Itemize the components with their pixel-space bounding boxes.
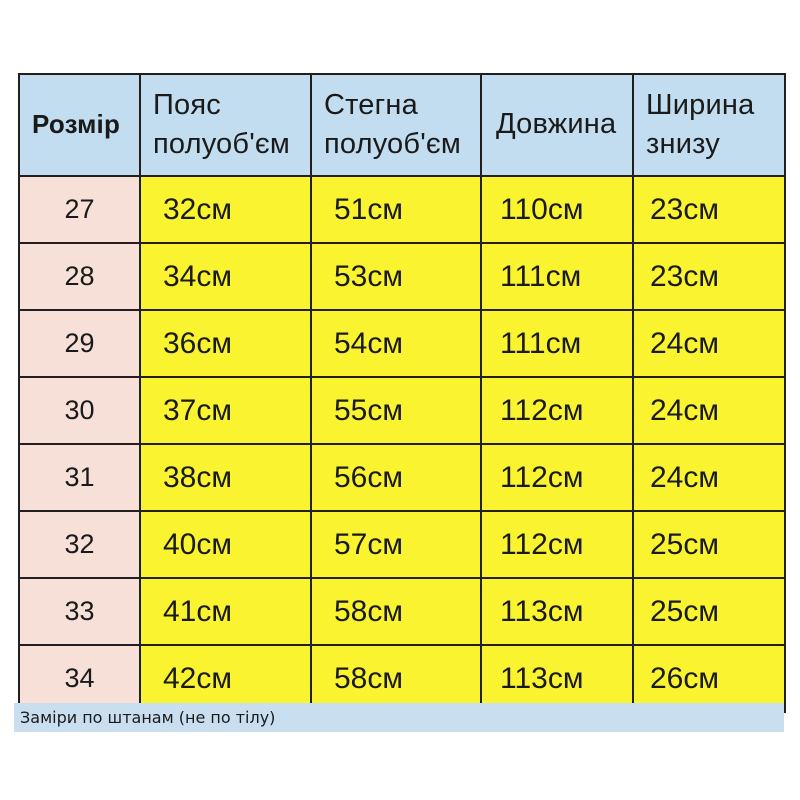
cell-hips: 57см [310, 510, 482, 579]
table-row: 29 36см 54см 111см 24см [18, 309, 786, 378]
column-header-bottom-width-line2: знизу [646, 128, 720, 160]
cell-length: 112см [480, 443, 634, 512]
cell-bottom-width: 26см [632, 644, 786, 713]
column-header-size-line1: Розмір [32, 109, 121, 140]
table-body: 27 32см 51см 110см 23см 28 34см 53см 111… [18, 175, 786, 713]
column-header-waist: Пояс полуоб'єм [139, 73, 312, 177]
column-header-waist-line2: полуоб'єм [153, 128, 291, 160]
cell-waist: 36см [139, 309, 312, 378]
size-chart-table: Розмір Пояс полуоб'єм Стегна полуоб'єм Д… [18, 73, 786, 713]
cell-bottom-width: 23см [632, 175, 786, 244]
cell-size: 33 [18, 577, 141, 646]
table-header: Розмір Пояс полуоб'єм Стегна полуоб'єм Д… [18, 73, 786, 177]
cell-length: 110см [480, 175, 634, 244]
column-header-hips-line2: полуоб'єм [324, 128, 462, 160]
cell-size: 31 [18, 443, 141, 512]
column-header-bottom-width-line1: Ширина [646, 88, 755, 121]
cell-size: 27 [18, 175, 141, 244]
column-header-hips-line1: Стегна [324, 88, 418, 121]
cell-size: 28 [18, 242, 141, 311]
column-header-hips: Стегна полуоб'єм [310, 73, 482, 177]
cell-waist: 42см [139, 644, 312, 713]
cell-waist: 38см [139, 443, 312, 512]
column-header-bottom-width: Ширина знизу [632, 73, 786, 177]
cell-length: 112см [480, 376, 634, 445]
footnote-band: Заміри по штанам (не по тілу) [14, 703, 784, 732]
cell-hips: 56см [310, 443, 482, 512]
cell-waist: 40см [139, 510, 312, 579]
cell-hips: 51см [310, 175, 482, 244]
cell-hips: 55см [310, 376, 482, 445]
cell-waist: 32см [139, 175, 312, 244]
cell-waist: 41см [139, 577, 312, 646]
table-row: 34 42см 58см 113см 26см [18, 644, 786, 713]
cell-length: 111см [480, 309, 634, 378]
cell-bottom-width: 24см [632, 309, 786, 378]
cell-length: 111см [480, 242, 634, 311]
cell-waist: 37см [139, 376, 312, 445]
cell-bottom-width: 24см [632, 443, 786, 512]
cell-length: 113см [480, 644, 634, 713]
table-row: 33 41см 58см 113см 25см [18, 577, 786, 646]
cell-size: 34 [18, 644, 141, 713]
cell-size: 32 [18, 510, 141, 579]
cell-bottom-width: 25см [632, 510, 786, 579]
cell-bottom-width: 24см [632, 376, 786, 445]
cell-size: 30 [18, 376, 141, 445]
column-header-length-line1: Довжина [496, 108, 617, 141]
cell-hips: 58см [310, 644, 482, 713]
cell-size: 29 [18, 309, 141, 378]
column-header-waist-line1: Пояс [153, 88, 221, 121]
footnote-text: Заміри по штанам (не по тілу) [20, 708, 276, 727]
cell-hips: 54см [310, 309, 482, 378]
table-row: 27 32см 51см 110см 23см [18, 175, 786, 244]
table-header-row: Розмір Пояс полуоб'єм Стегна полуоб'єм Д… [18, 73, 786, 177]
column-header-length: Довжина [480, 73, 634, 177]
table-row: 31 38см 56см 112см 24см [18, 443, 786, 512]
cell-length: 113см [480, 577, 634, 646]
cell-hips: 58см [310, 577, 482, 646]
cell-length: 112см [480, 510, 634, 579]
table-row: 32 40см 57см 112см 25см [18, 510, 786, 579]
table-row: 30 37см 55см 112см 24см [18, 376, 786, 445]
size-chart-table-container: Розмір Пояс полуоб'єм Стегна полуоб'єм Д… [18, 73, 786, 713]
cell-bottom-width: 25см [632, 577, 786, 646]
column-header-size: Розмір [18, 73, 141, 177]
cell-waist: 34см [139, 242, 312, 311]
cell-bottom-width: 23см [632, 242, 786, 311]
table-row: 28 34см 53см 111см 23см [18, 242, 786, 311]
cell-hips: 53см [310, 242, 482, 311]
